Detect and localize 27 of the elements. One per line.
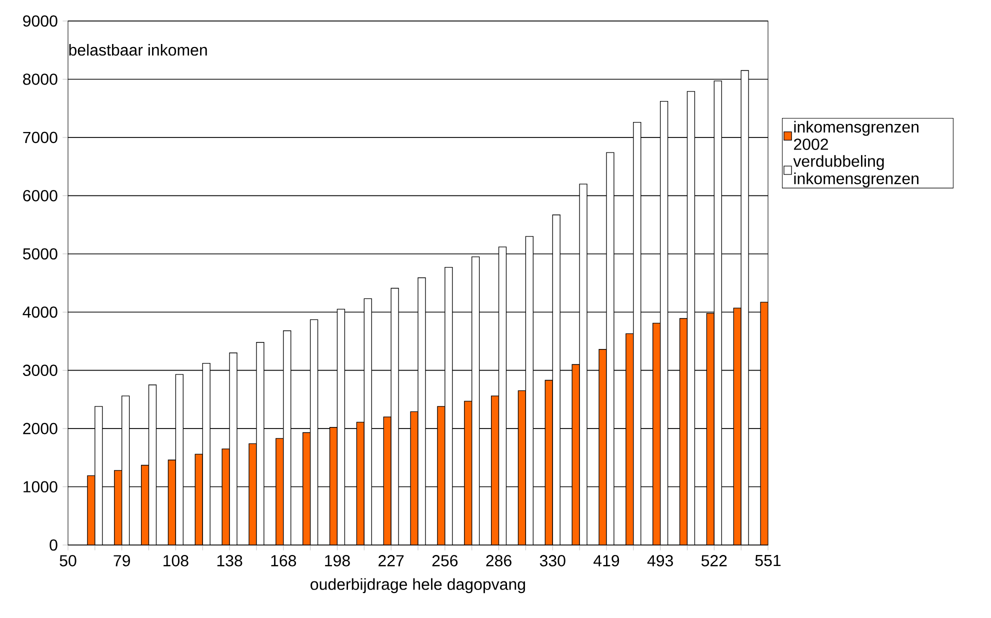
y-tick-label: 2000 [23, 422, 58, 434]
y-tick-label: 3000 [22, 364, 58, 376]
x-tick-label: 50 [60, 555, 76, 566]
x-tick-label: 198 [325, 555, 350, 566]
x-tick-label: 138 [217, 555, 242, 566]
y-tick-label: 7000 [23, 132, 58, 144]
x-tick-label: 551 [755, 555, 781, 566]
x-tick-label: 286 [486, 555, 512, 566]
x-tick-label: 79 [114, 555, 130, 566]
x-tick-label: 108 [164, 555, 188, 566]
x-tick-label: 522 [701, 555, 727, 566]
y-axis-title: belastbaar inkomen [69, 44, 207, 56]
x-tick-label: 256 [432, 555, 458, 566]
x-tick-label: 227 [378, 555, 404, 566]
y-tick-label: 8000 [23, 74, 58, 85]
y-tick-label: 6000 [23, 190, 58, 202]
y-tick-label: 1000 [24, 481, 58, 492]
y-tick-label: 5000 [23, 248, 58, 260]
x-axis-title: ouderbijdrage hele dagopvang [310, 578, 525, 594]
legend-label: verdubbeling inkomensgrenzen [793, 155, 918, 188]
x-tick-label: 330 [540, 555, 566, 566]
y-tick-label: 0 [50, 539, 58, 551]
y-tick-label: 4000 [22, 306, 58, 318]
x-tick-label: 419 [594, 555, 620, 566]
x-tick-label: 493 [647, 555, 673, 566]
y-tick-label: 9000 [23, 15, 58, 27]
x-tick-label: 168 [271, 555, 296, 566]
